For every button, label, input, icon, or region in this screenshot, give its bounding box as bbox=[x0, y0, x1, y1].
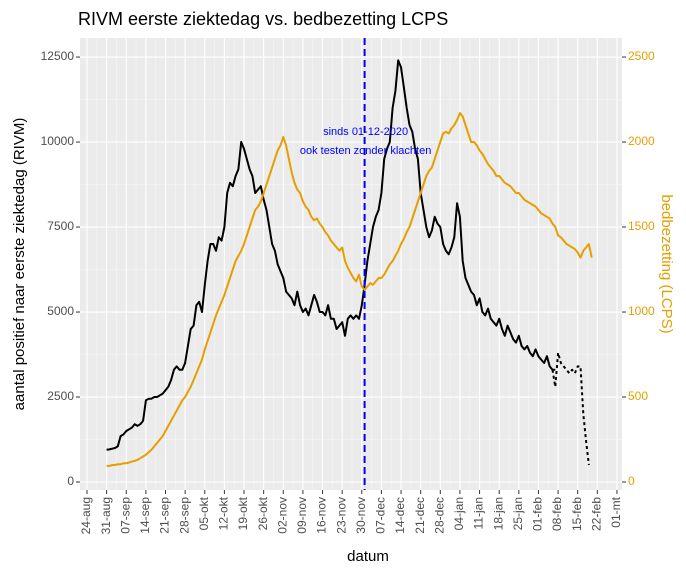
plot-background bbox=[80, 38, 622, 490]
y-tick-label: 10000 bbox=[41, 134, 75, 148]
x-tick-label: 01-feb bbox=[531, 497, 545, 531]
x-tick-label: 21-dec bbox=[413, 497, 427, 534]
x-tick-label: 26-okt bbox=[256, 496, 270, 530]
y-tick-label: 12500 bbox=[41, 49, 75, 63]
x-tick-label: 01-mt bbox=[609, 496, 623, 527]
x-tick-label: 02-nov bbox=[275, 497, 289, 534]
x-tick-label: 21-sep bbox=[158, 497, 172, 534]
annotation-text: sinds 01-12-2020 bbox=[323, 126, 408, 138]
x-axis-title: datum bbox=[347, 548, 389, 565]
y2-tick-label: 1000 bbox=[628, 304, 655, 318]
annotation-text: ook testen zonder klachten bbox=[300, 145, 431, 157]
y2-axis-title: bedbezetting (LCPS) bbox=[658, 194, 675, 333]
x-tick-label: 18-jan bbox=[491, 497, 505, 530]
x-tick-label: 24-aug bbox=[79, 497, 93, 534]
x-tick-label: 16-nov bbox=[315, 497, 329, 534]
x-tick-label: 14-dec bbox=[393, 497, 407, 534]
x-tick-label: 07-dec bbox=[374, 497, 388, 534]
y-tick-label: 5000 bbox=[47, 304, 74, 318]
y2-tick-label: 2500 bbox=[628, 49, 655, 63]
series-line bbox=[106, 59, 556, 451]
x-tick-label: 05-okt bbox=[197, 496, 211, 530]
x-tick-label: 15-feb bbox=[570, 497, 584, 531]
y2-tick-label: 0 bbox=[628, 474, 635, 488]
x-tick-label: 19-okt bbox=[236, 496, 250, 530]
y-axis-title: aantal positief naar eerste ziektedag (R… bbox=[11, 118, 28, 411]
chart-title: RIVM eerste ziektedag vs. bedbezetting L… bbox=[78, 9, 448, 29]
x-tick-label: 09-nov bbox=[295, 497, 309, 534]
x-tick-label: 12-okt bbox=[217, 496, 231, 530]
x-tick-label: 22-feb bbox=[589, 497, 603, 531]
y-tick-label: 2500 bbox=[47, 389, 74, 403]
series-line bbox=[106, 112, 593, 467]
y-tick-label: 7500 bbox=[47, 219, 74, 233]
y-tick-label: 0 bbox=[67, 474, 74, 488]
x-tick-label: 07-sep bbox=[118, 497, 132, 534]
y2-tick-label: 2000 bbox=[628, 134, 655, 148]
series-line bbox=[551, 351, 590, 466]
x-tick-label: 30-nov bbox=[354, 497, 368, 534]
x-tick-label: 25-jan bbox=[511, 497, 525, 530]
x-tick-label: 28-dec bbox=[432, 497, 446, 534]
y2-tick-label: 500 bbox=[628, 389, 648, 403]
x-tick-label: 28-sep bbox=[177, 497, 191, 534]
y2-tick-label: 1500 bbox=[628, 219, 655, 233]
x-tick-label: 11-jan bbox=[472, 497, 486, 529]
x-tick-label: 04-jan bbox=[452, 497, 466, 530]
x-tick-label: 23-nov bbox=[334, 497, 348, 534]
x-tick-label: 14-sep bbox=[138, 497, 152, 534]
x-tick-label: 31-aug bbox=[99, 497, 113, 534]
x-tick-label: 08-feb bbox=[550, 497, 564, 531]
